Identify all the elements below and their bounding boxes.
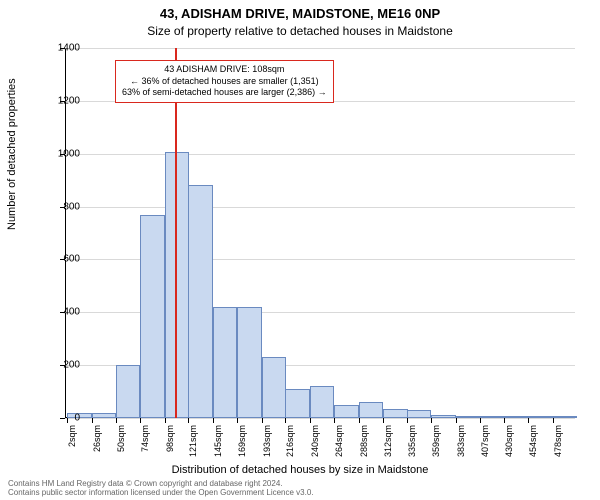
x-tick-label: 121sqm	[188, 425, 198, 470]
histogram-bar	[140, 215, 164, 419]
x-tick-label: 264sqm	[334, 425, 344, 470]
x-tick-mark	[504, 418, 505, 423]
y-tick-label: 600	[40, 254, 80, 265]
histogram-bar	[431, 415, 455, 418]
x-tick-label: 74sqm	[140, 425, 150, 470]
x-tick-mark	[310, 418, 311, 423]
x-tick-mark	[285, 418, 286, 423]
annotation-line: 63% of semi-detached houses are larger (…	[122, 87, 327, 99]
x-tick-mark	[383, 418, 384, 423]
x-tick-mark	[116, 418, 117, 423]
x-tick-label: 216sqm	[285, 425, 295, 470]
x-tick-mark	[262, 418, 263, 423]
histogram-bar	[285, 389, 309, 418]
gridline	[65, 154, 575, 155]
x-tick-mark	[553, 418, 554, 423]
gridline	[65, 207, 575, 208]
histogram-bar	[456, 416, 480, 418]
histogram-bar	[310, 386, 334, 418]
histogram-bar	[334, 405, 358, 418]
histogram-bar	[407, 410, 431, 418]
x-tick-mark	[480, 418, 481, 423]
footer-line-1: Contains HM Land Registry data © Crown c…	[8, 479, 314, 489]
x-tick-label: 383sqm	[456, 425, 466, 470]
y-tick-label: 800	[40, 201, 80, 212]
x-tick-label: 335sqm	[407, 425, 417, 470]
x-tick-mark	[407, 418, 408, 423]
histogram-bar	[92, 413, 116, 418]
x-tick-label: 193sqm	[262, 425, 272, 470]
annotation-line: 43 ADISHAM DRIVE: 108sqm	[122, 64, 327, 76]
histogram-bar	[188, 185, 212, 418]
annotation-box: 43 ADISHAM DRIVE: 108sqm← 36% of detache…	[115, 60, 334, 103]
x-tick-label: 359sqm	[431, 425, 441, 470]
histogram-bar	[237, 307, 261, 418]
x-tick-mark	[140, 418, 141, 423]
histogram-bar	[383, 409, 407, 418]
plot-area: 43 ADISHAM DRIVE: 108sqm← 36% of detache…	[65, 48, 575, 418]
x-tick-label: 454sqm	[528, 425, 538, 470]
gridline	[65, 48, 575, 49]
x-tick-mark	[334, 418, 335, 423]
x-tick-label: 430sqm	[504, 425, 514, 470]
x-tick-mark	[237, 418, 238, 423]
x-tick-mark	[528, 418, 529, 423]
x-tick-mark	[359, 418, 360, 423]
x-tick-label: 2sqm	[67, 425, 77, 470]
y-tick-label: 1200	[40, 95, 80, 106]
x-tick-mark	[213, 418, 214, 423]
histogram-bar	[359, 402, 383, 418]
marker-line	[175, 48, 177, 418]
x-tick-label: 98sqm	[165, 425, 175, 470]
x-tick-label: 26sqm	[92, 425, 102, 470]
x-tick-label: 145sqm	[213, 425, 223, 470]
histogram-bar	[528, 416, 552, 418]
x-tick-label: 240sqm	[310, 425, 320, 470]
gridline	[65, 418, 575, 419]
x-tick-label: 312sqm	[383, 425, 393, 470]
x-tick-label: 169sqm	[237, 425, 247, 470]
x-tick-mark	[431, 418, 432, 423]
x-tick-label: 288sqm	[359, 425, 369, 470]
x-tick-mark	[92, 418, 93, 423]
x-tick-mark	[165, 418, 166, 423]
histogram-bar	[116, 365, 140, 418]
histogram-bar	[480, 416, 504, 418]
x-tick-mark	[456, 418, 457, 423]
y-tick-label: 1000	[40, 148, 80, 159]
chart-subtitle: Size of property relative to detached ho…	[0, 24, 600, 38]
histogram-bar	[213, 307, 237, 418]
y-axis-label: Number of detached properties	[6, 78, 18, 230]
histogram-bar	[165, 152, 189, 418]
histogram-bar	[504, 416, 528, 418]
y-tick-label: 0	[40, 413, 80, 424]
x-tick-label: 407sqm	[480, 425, 490, 470]
x-tick-mark	[188, 418, 189, 423]
annotation-line: ← 36% of detached houses are smaller (1,…	[122, 76, 327, 88]
histogram-bar	[262, 357, 286, 418]
footer-line-2: Contains public sector information licen…	[8, 488, 314, 498]
y-tick-label: 200	[40, 360, 80, 371]
histogram-bar	[553, 416, 577, 418]
chart-title: 43, ADISHAM DRIVE, MAIDSTONE, ME16 0NP	[0, 6, 600, 21]
x-tick-label: 50sqm	[116, 425, 126, 470]
y-tick-label: 400	[40, 307, 80, 318]
y-tick-label: 1400	[40, 43, 80, 54]
x-tick-label: 478sqm	[553, 425, 563, 470]
footer-attribution: Contains HM Land Registry data © Crown c…	[8, 479, 314, 498]
